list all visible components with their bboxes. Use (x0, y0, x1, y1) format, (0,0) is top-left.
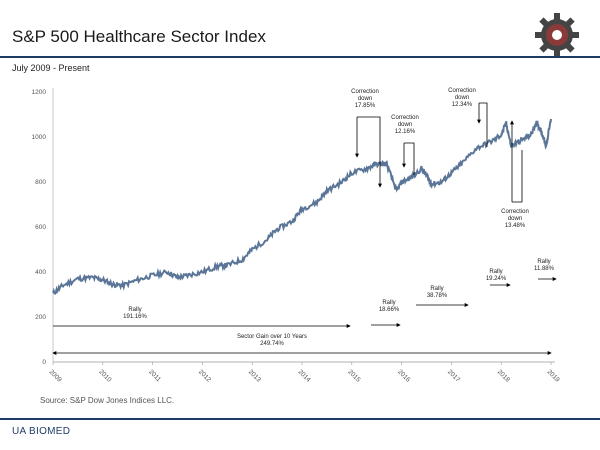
correction-bracket-3 (479, 102, 488, 147)
correction-bracket-1 (357, 116, 381, 185)
y-tick-label: 200 (35, 314, 46, 321)
y-tick-label: 0 (42, 359, 46, 366)
y-tick-label: 1000 (32, 134, 47, 141)
y-tick-label: 1200 (32, 89, 47, 96)
gear-icon (535, 13, 579, 57)
footer-brand: UA BIOMED (12, 426, 71, 437)
x-tick-label: 2017 (446, 368, 461, 383)
x-tick-label: 2014 (297, 368, 312, 383)
y-tick-label: 600 (35, 224, 46, 231)
x-tick-label: 2009 (48, 368, 63, 383)
source-note: Source: S&P Dow Jones Indices LLC. (40, 396, 175, 405)
x-tick-label: 2015 (346, 368, 361, 383)
y-tick-label: 400 (35, 269, 46, 276)
correction-label-1: Correction down 17.85% (351, 89, 379, 109)
rally-label-1: Rally 191.16% (123, 307, 147, 320)
index-series-line (52, 118, 552, 295)
x-tick-label: 2016 (396, 368, 411, 383)
x-tick-label: 2018 (496, 368, 511, 383)
x-tick-label: 2019 (546, 368, 561, 383)
title-rule (0, 56, 600, 58)
correction-bracket-4 (512, 150, 523, 203)
correction-bracket-2 (404, 142, 415, 175)
line-chart: 0 200 400 600 800 1000 1200 2009 2010 2011 2012 201… (32, 88, 561, 384)
correction-label-4: Correction down 13.48% (501, 209, 529, 229)
rally-label-3: Rally 38.78% (427, 286, 448, 299)
page-title: S&P 500 Healthcare Sector Index (12, 27, 266, 46)
x-tick-label: 2010 (97, 368, 112, 383)
footer-rule (0, 418, 600, 420)
rally-label-4: Rally 19.24% (486, 269, 507, 282)
correction-label-3: Correction down 12.34% (448, 88, 476, 108)
rally-label-5: Rally 11.88% (534, 259, 555, 272)
chart-subtitle: July 2009 - Present (12, 63, 90, 73)
x-tick-label: 2013 (247, 368, 262, 383)
rally-label-2: Rally 18.66% (379, 300, 400, 313)
x-tick-label: 2012 (197, 368, 212, 383)
correction-label-2: Correction down 12.16% (391, 115, 419, 135)
y-tick-label: 800 (35, 179, 46, 186)
x-tick-label: 2011 (147, 368, 162, 383)
sector-gain-label: Sector Gain over 10 Years 249.74% (237, 334, 307, 347)
